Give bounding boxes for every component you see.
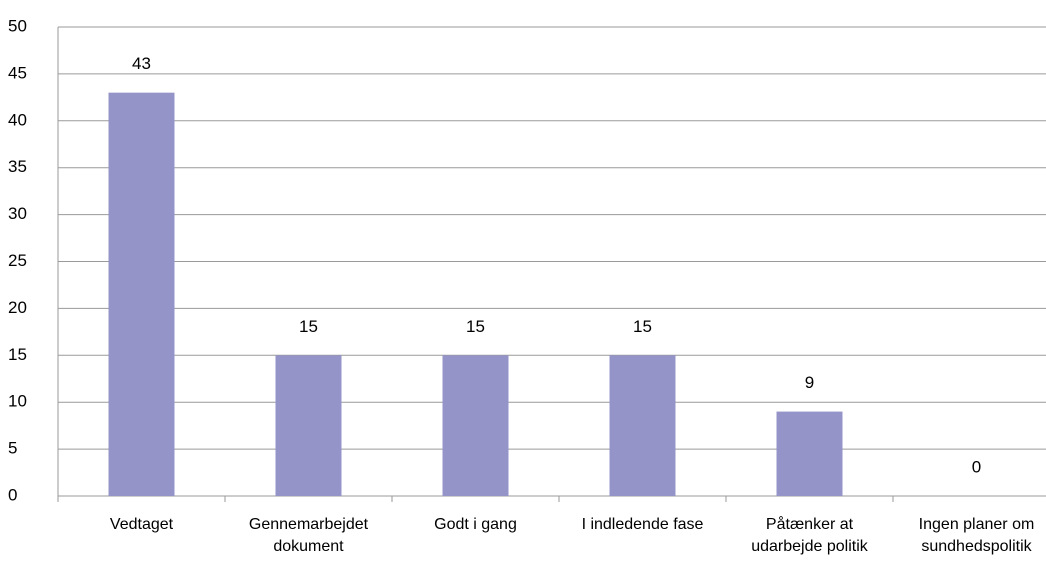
x-tick-label: Påtænker at udarbejde politik xyxy=(751,516,868,555)
data-label: 0 xyxy=(972,457,981,476)
y-tick-label: 35 xyxy=(8,157,27,176)
y-tick-label: 5 xyxy=(8,439,17,458)
bar xyxy=(609,355,676,496)
data-label: 15 xyxy=(299,317,318,336)
bar xyxy=(108,92,175,496)
data-label: 15 xyxy=(633,317,652,336)
bar xyxy=(275,355,342,496)
data-label: 43 xyxy=(132,54,151,73)
x-tick-label: Gennemarbejdet dokument xyxy=(248,516,369,555)
y-tick-label: 10 xyxy=(8,392,27,411)
y-tick-label: 40 xyxy=(8,110,27,129)
y-tick-label: 15 xyxy=(8,345,27,364)
bar xyxy=(776,411,843,496)
data-label: 9 xyxy=(805,373,814,392)
y-tick-label: 50 xyxy=(8,16,27,35)
y-tick-label: 0 xyxy=(8,485,17,504)
y-tick-label: 30 xyxy=(8,204,27,223)
y-tick-label: 45 xyxy=(8,63,27,82)
x-tick-label: Ingen planer om sundhedspolitik xyxy=(918,516,1035,555)
y-tick-label: 25 xyxy=(8,251,27,270)
y-tick-label: 20 xyxy=(8,298,27,317)
x-tick-label: Vedtaget xyxy=(109,516,174,533)
x-tick-label: I indledende fase xyxy=(581,516,704,533)
data-label: 15 xyxy=(466,317,485,336)
bar xyxy=(442,355,509,496)
x-tick-label: Godt i gang xyxy=(434,516,517,533)
